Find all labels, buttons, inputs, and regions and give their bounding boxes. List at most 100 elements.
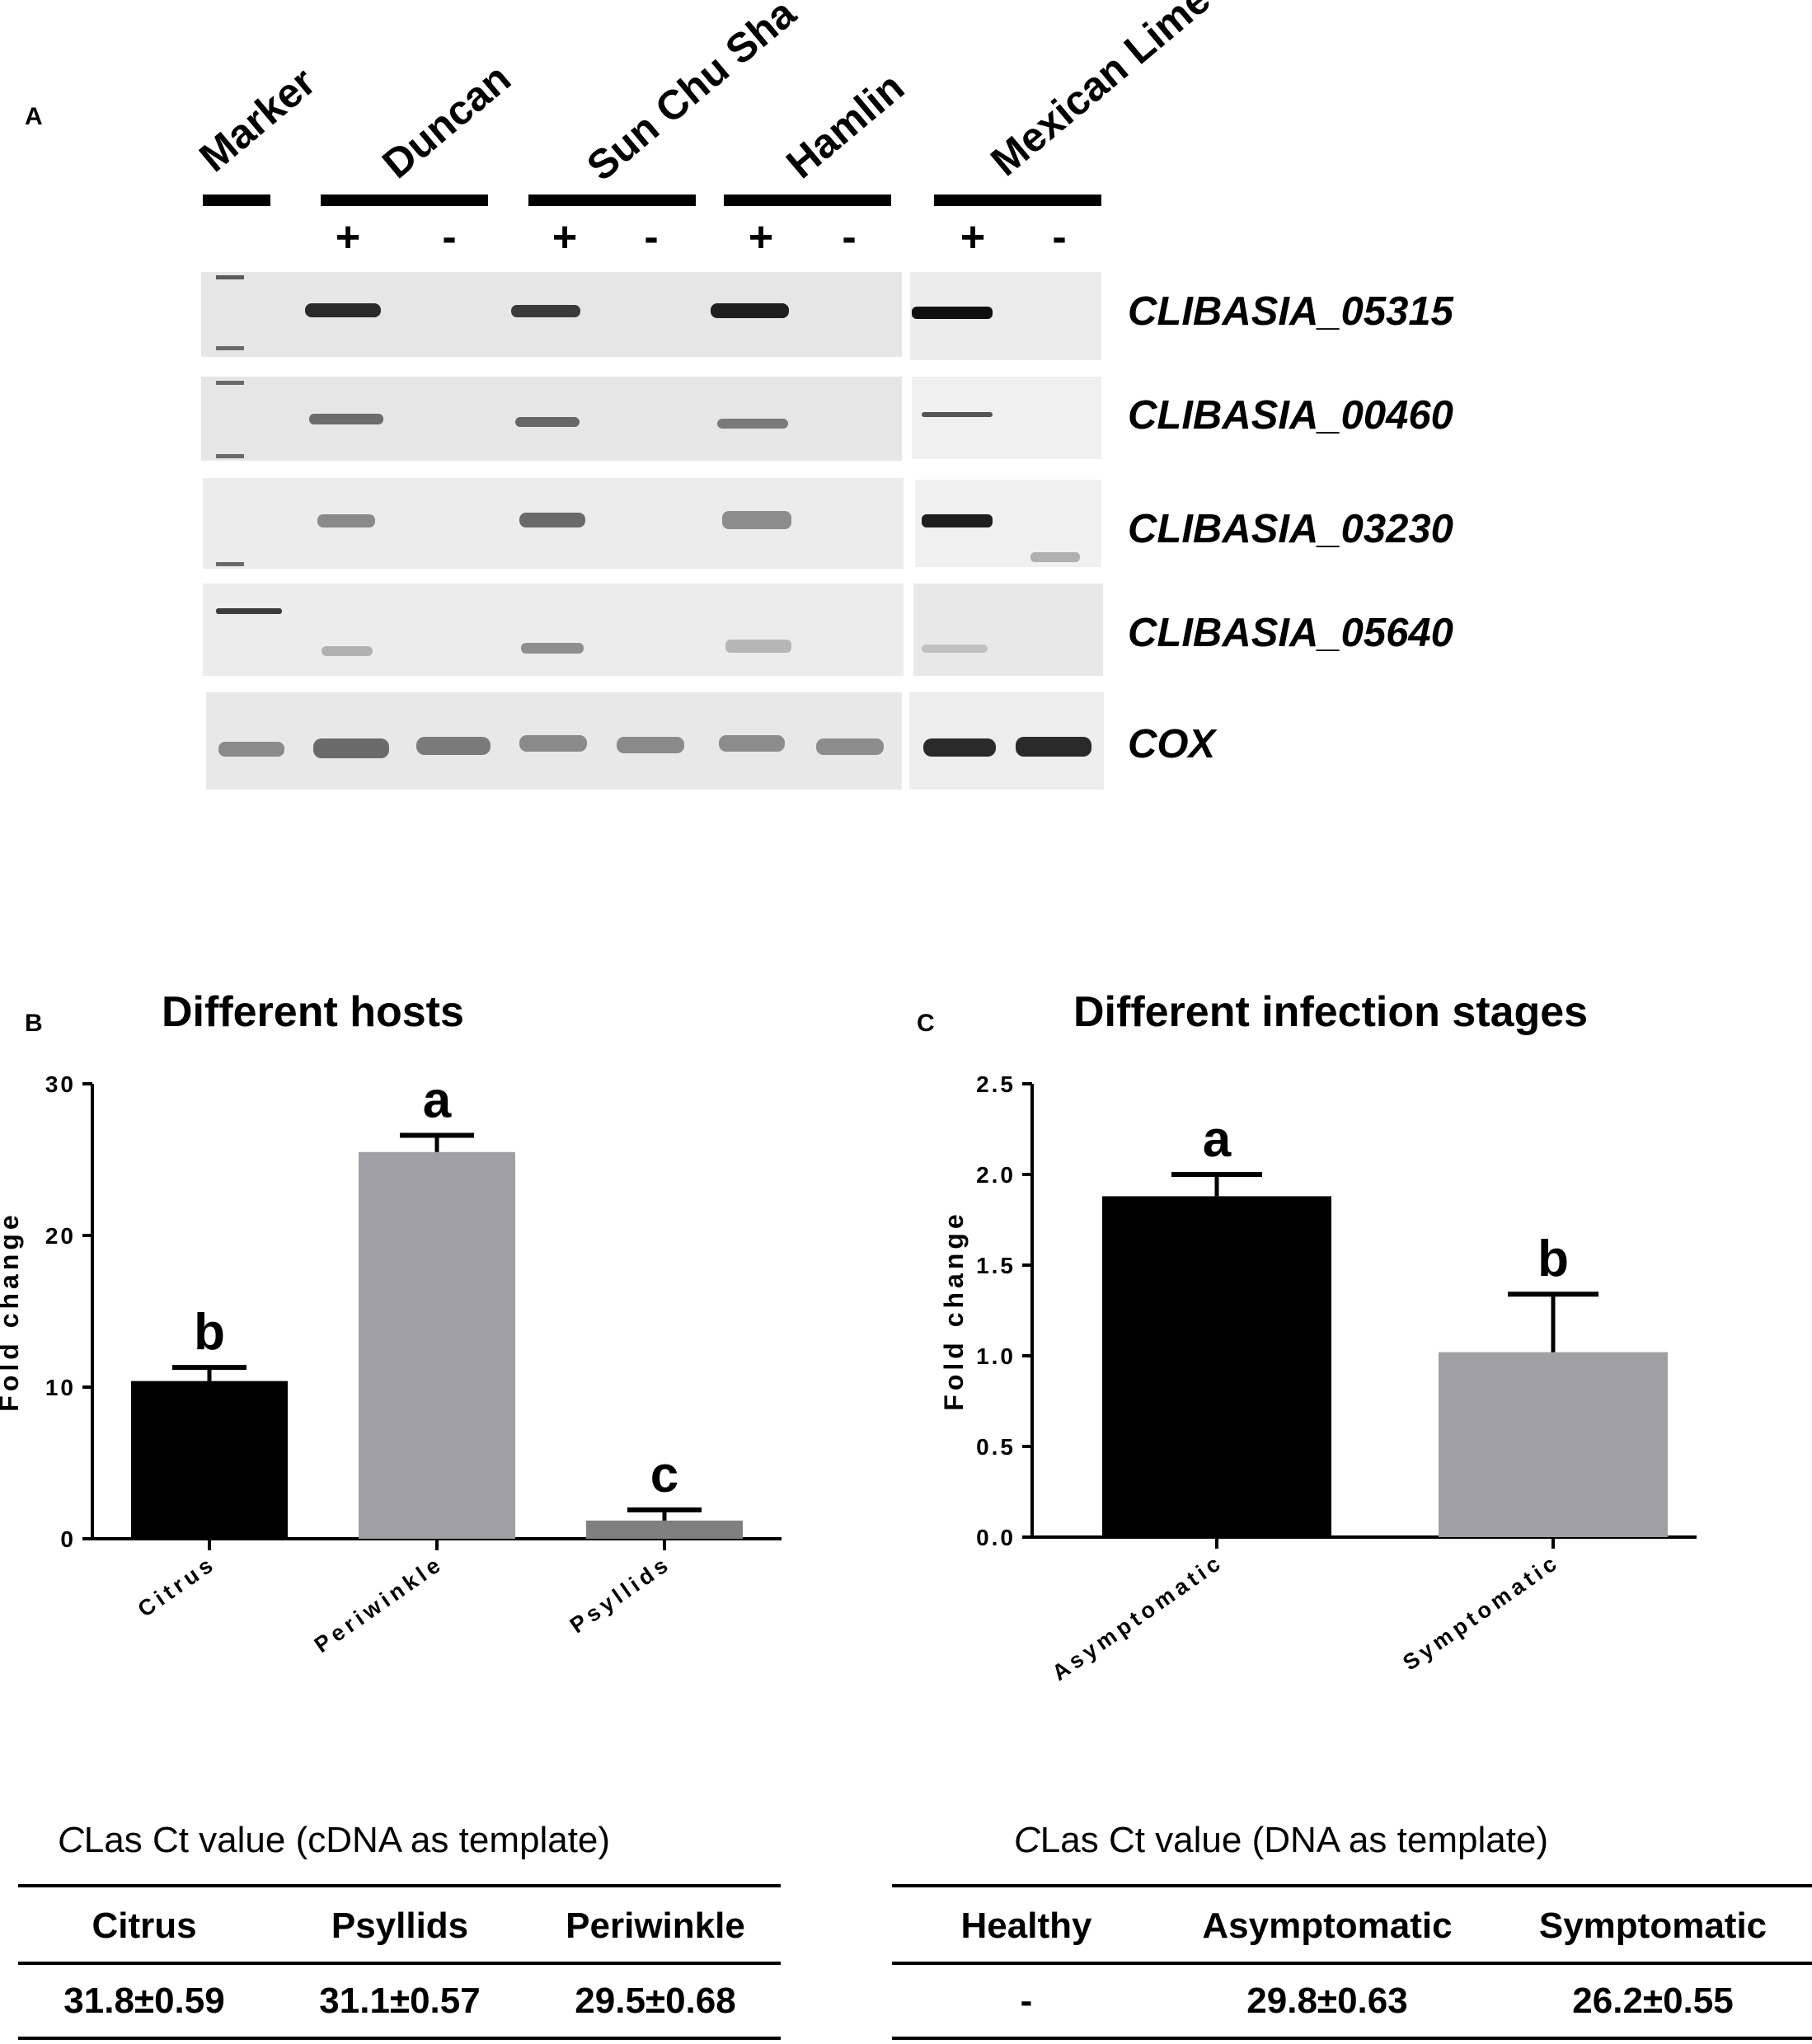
table-dna-bottom-rule xyxy=(892,2037,1812,2040)
sign-duncan-minus: - xyxy=(442,213,457,261)
panel-a-letter: A xyxy=(25,103,43,130)
table-cdna-title-rest: Las Ct value (cDNA as template) xyxy=(83,1820,611,1860)
marker-band xyxy=(216,608,282,614)
table-cdna-title: CLas Ct value (cDNA as template) xyxy=(58,1820,610,1861)
panel-b-letter: B xyxy=(25,1010,43,1037)
pcr-band xyxy=(717,419,788,429)
pcr-band xyxy=(816,738,884,755)
gene-label-00460: CLIBASIA_00460 xyxy=(1128,393,1453,438)
significance-letter: a xyxy=(1203,1111,1232,1168)
gene-label-03230: CLIBASIA_03230 xyxy=(1128,507,1453,551)
panel-c-letter: C xyxy=(917,1010,935,1037)
table-dna-value: - xyxy=(1020,1981,1033,2021)
gene-label-05640: CLIBASIA_05640 xyxy=(1128,611,1453,655)
significance-letter: a xyxy=(423,1072,452,1129)
sign-mexicanlime-plus: + xyxy=(960,213,986,261)
chart-b-title: Different hosts xyxy=(162,988,464,1036)
pcr-band xyxy=(711,303,789,318)
bar xyxy=(1102,1196,1331,1537)
x-tick-label: Symptomatic xyxy=(1398,1549,1564,1675)
pcr-band xyxy=(1016,737,1091,757)
pcr-band xyxy=(922,645,988,653)
table-dna-header: Asymptomatic xyxy=(1202,1906,1453,1946)
table-dna-header: Healthy xyxy=(960,1906,1092,1946)
sign-mexicanlime-minus: - xyxy=(1052,213,1067,261)
table-cdna-header: Citrus xyxy=(92,1906,197,1946)
gel-images xyxy=(201,272,1104,790)
gel-row-05315 xyxy=(201,272,1101,360)
hamlin-lane-bar xyxy=(724,195,891,206)
table-dna-top-rule xyxy=(892,1884,1812,1887)
x-tick-label: Periwinkle xyxy=(310,1550,448,1657)
pcr-band xyxy=(519,735,587,752)
marker-band xyxy=(216,381,244,385)
significance-letter: b xyxy=(194,1304,225,1361)
y-axis-label: Fold change xyxy=(939,1210,969,1410)
marker-lane-bar xyxy=(203,195,270,206)
table-cdna-header: Periwinkle xyxy=(566,1906,745,1946)
pcr-band xyxy=(309,414,383,424)
bar xyxy=(359,1151,515,1539)
marker-band xyxy=(216,346,244,350)
x-tick-label: Asymptomatic xyxy=(1048,1549,1228,1685)
table-cdna-header: Psyllids xyxy=(331,1906,469,1946)
table-cdna-title-prefix: C xyxy=(58,1820,84,1860)
sign-sunchusha-minus: - xyxy=(644,213,659,261)
sign-hamlin-minus: - xyxy=(842,213,857,261)
sign-duncan-plus: + xyxy=(335,213,361,261)
y-axis-label: Fold change xyxy=(0,1211,24,1411)
table-dna-header: Symptomatic xyxy=(1538,1906,1767,1946)
marker-band xyxy=(216,454,244,458)
gel-row-03230 xyxy=(203,478,1101,569)
pcr-band xyxy=(515,417,580,427)
sign-sunchusha-plus: + xyxy=(552,213,578,261)
y-tick-label: 2.5 xyxy=(976,1071,1016,1097)
table-dna-value: 26.2±0.55 xyxy=(1572,1981,1734,2021)
y-tick-label: 2.0 xyxy=(976,1162,1016,1188)
table-cdna-bottom-rule xyxy=(18,2037,781,2040)
y-tick-label: 30 xyxy=(45,1071,76,1097)
table-cdna-value: 31.8±0.59 xyxy=(63,1981,225,2021)
marker-band xyxy=(216,562,244,566)
pcr-band xyxy=(719,735,785,752)
pcr-band xyxy=(218,742,284,757)
gel-row-05640 xyxy=(203,584,1103,676)
gel-row-cox xyxy=(206,692,1104,790)
bar xyxy=(586,1520,743,1539)
pcr-band xyxy=(725,640,791,653)
pcr-band xyxy=(317,514,375,527)
table-dna-title-rest: Las Ct value (DNA as template) xyxy=(1040,1820,1549,1860)
significance-letter: c xyxy=(650,1446,678,1503)
pcr-band xyxy=(912,307,993,319)
table-cdna-top-rule xyxy=(18,1884,781,1887)
gene-label-05315: CLIBASIA_05315 xyxy=(1128,289,1453,334)
pcr-band xyxy=(922,412,993,417)
pcr-band xyxy=(617,737,684,753)
pcr-band xyxy=(416,737,491,755)
x-tick-label: Citrus xyxy=(134,1550,221,1622)
table-cdna-value: 31.1±0.57 xyxy=(319,1981,481,2021)
table-dna-title: CLas Ct value (DNA as template) xyxy=(1014,1820,1548,1861)
table-dna-mid-rule xyxy=(892,1962,1812,1965)
pcr-band xyxy=(322,646,373,656)
gel-row-00460 xyxy=(201,377,1101,461)
pcr-band xyxy=(313,738,389,758)
sun-chu-sha-lane-bar xyxy=(528,195,696,206)
y-tick-label: 0.0 xyxy=(976,1525,1016,1550)
bar xyxy=(131,1381,288,1539)
pcr-band xyxy=(521,643,584,654)
y-tick-label: 10 xyxy=(45,1375,76,1400)
significance-letter: b xyxy=(1537,1231,1569,1287)
y-tick-label: 20 xyxy=(45,1223,76,1249)
pcr-band xyxy=(922,514,993,527)
chart-c-title: Different infection stages xyxy=(1073,988,1589,1036)
table-cdna-value: 29.5±0.68 xyxy=(575,1981,736,2021)
sign-hamlin-plus: + xyxy=(748,213,774,261)
marker-band xyxy=(216,275,244,279)
table-dna-value: 29.8±0.63 xyxy=(1246,1981,1408,2021)
table-cdna-mid-rule xyxy=(18,1962,781,1965)
table-dna-title-prefix: C xyxy=(1014,1820,1040,1860)
pcr-band xyxy=(923,738,996,757)
gene-label-cox: COX xyxy=(1128,722,1216,766)
y-tick-label: 1.5 xyxy=(976,1253,1016,1278)
